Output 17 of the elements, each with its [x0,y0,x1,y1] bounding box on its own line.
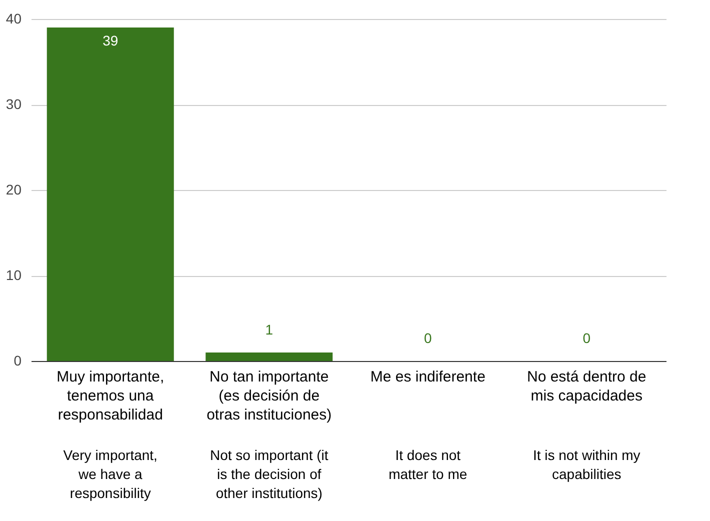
data-label: 39 [102,32,118,49]
x-tick-label: No está dentro de mis capacidades [527,368,646,404]
text: It is not within my capabilities [532,447,640,482]
y-tick-label: 20 [6,182,22,198]
data-label: 0 [582,330,591,346]
y-tick-label: 10 [6,267,22,283]
x-tick-label: Muy importante, tenemos una responsabilidad [56,368,164,424]
text: Not so important (it is the decision of other institutions) [210,447,328,501]
x-tick-label: No tan importante (es decisión de otras instituciones) [206,368,332,424]
y-tick-label: 30 [6,96,22,112]
text: It does not matter to me [388,447,468,482]
text: Very important, we have a responsibility [63,447,158,501]
y-tick-label: 0 [14,352,22,368]
data-label: 1 [265,321,274,338]
x-tick-label: Me es indiferente [370,368,486,386]
data-label: 0 [424,330,432,346]
y-tick-label: 40 [6,10,22,26]
